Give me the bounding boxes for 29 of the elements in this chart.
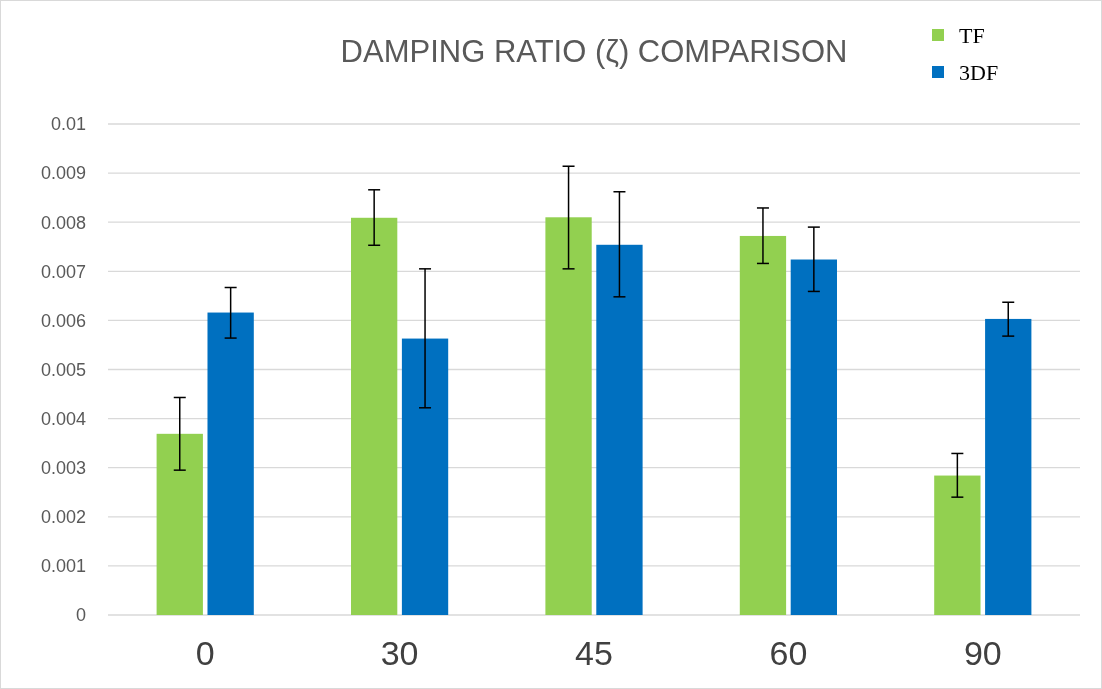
chart-title: DAMPING RATIO (ζ) COMPARISON xyxy=(340,34,848,69)
legend-label: 3DF xyxy=(959,59,999,85)
x-tick-label: 60 xyxy=(769,634,808,672)
bar xyxy=(985,318,1032,615)
x-tick-label: 0 xyxy=(195,634,215,672)
bar xyxy=(207,312,254,615)
bar xyxy=(401,338,449,615)
y-tick-label: 0.007 xyxy=(40,261,86,282)
bar xyxy=(790,259,837,615)
bar xyxy=(739,235,787,615)
bar xyxy=(934,475,981,615)
bar xyxy=(156,433,203,615)
x-tick-label: 45 xyxy=(575,634,613,672)
y-tick-label: 0.009 xyxy=(40,163,86,184)
bar xyxy=(351,217,398,615)
bar xyxy=(596,244,643,615)
y-tick-label: 0.001 xyxy=(40,556,86,577)
y-tick-label: 0.002 xyxy=(40,507,86,528)
x-tick-label: 30 xyxy=(380,634,419,672)
x-tick-label: 90 xyxy=(963,634,1002,672)
legend-label: TF xyxy=(959,22,985,48)
y-tick-label: 0.005 xyxy=(40,359,86,380)
y-tick-label: 0 xyxy=(75,605,86,626)
y-tick-label: 0.008 xyxy=(40,212,86,233)
y-tick-label: 0.003 xyxy=(40,458,86,478)
bar xyxy=(545,217,592,615)
y-tick-label: 0.006 xyxy=(40,310,86,331)
y-tick-label: 0.004 xyxy=(40,408,86,429)
y-tick-label: 0.01 xyxy=(50,114,86,135)
